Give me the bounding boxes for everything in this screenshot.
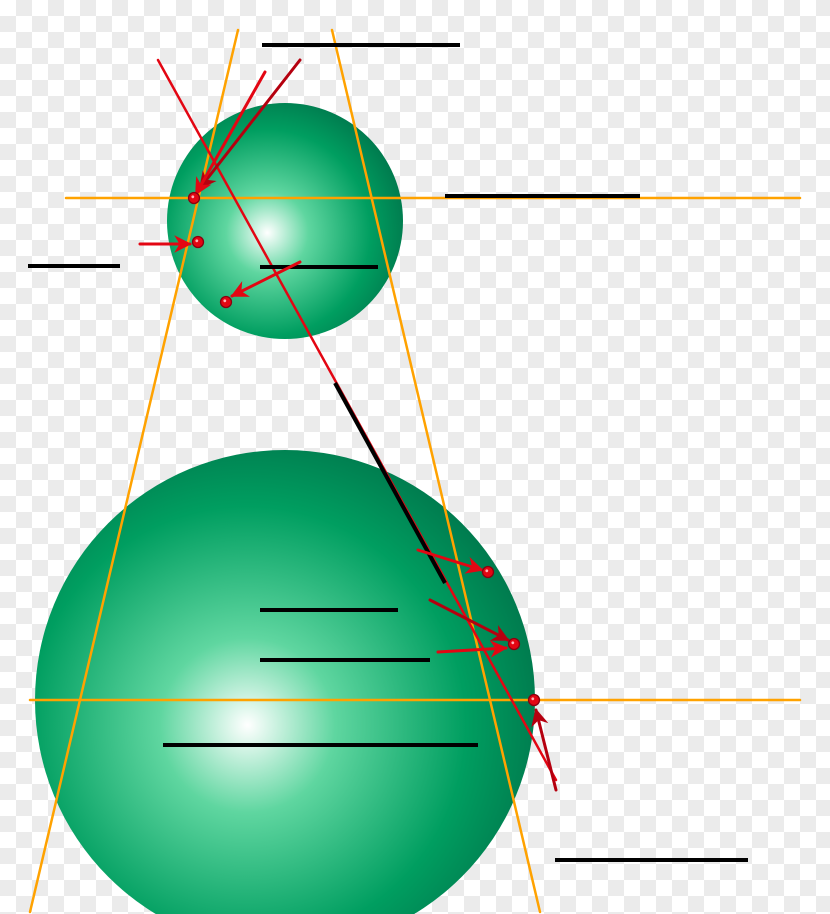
diagram-root: [0, 0, 830, 914]
dandelin-diagram: [0, 0, 830, 914]
